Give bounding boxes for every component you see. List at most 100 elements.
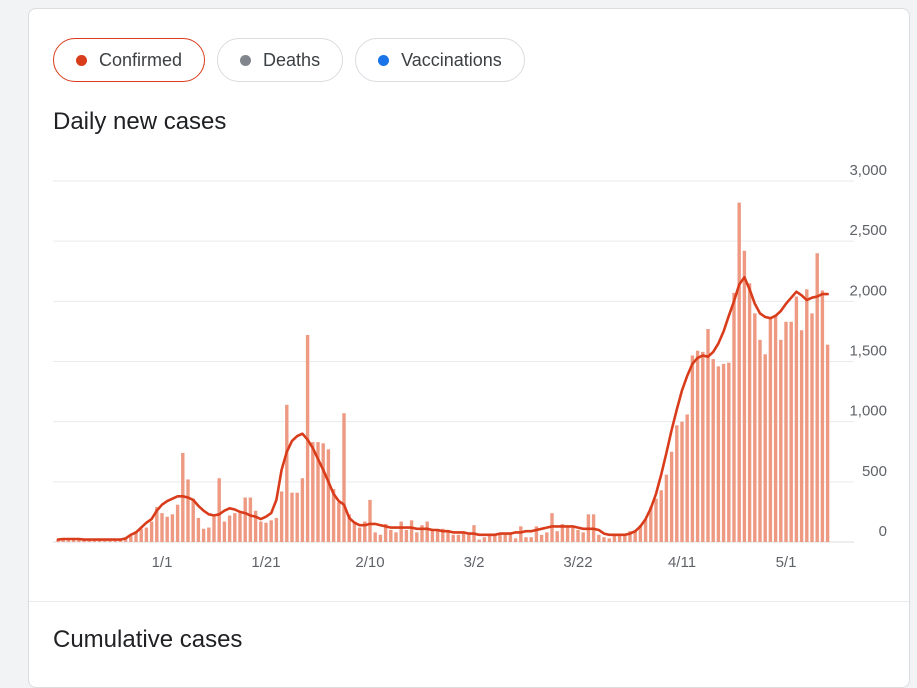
daily-case-bar [742,250,747,542]
daily-case-bar [669,451,674,542]
daily-case-bar [456,534,461,542]
chip-label-confirmed: Confirmed [99,49,183,70]
daily-case-bar [160,513,164,542]
daily-case-bar [259,521,263,542]
chip-vaccinations[interactable]: Vaccinations [355,38,525,82]
cumulative-cases-title: Cumulative cases [53,626,243,653]
daily-case-bar [123,538,128,542]
daily-case-bar [623,534,627,542]
daily-case-bar [503,534,507,542]
daily-case-bar [779,339,783,542]
daily-case-bar [498,534,502,542]
daily-case-bar [820,290,825,542]
daily-case-bar [129,535,133,542]
daily-case-bar [659,490,663,542]
daily-case-bar [295,492,299,542]
daily-case-bar [602,537,606,542]
daily-case-bar [576,529,580,542]
chip-label-vaccinations: Vaccinations [401,49,502,70]
daily-case-bar [264,522,268,542]
daily-case-bar [222,521,227,542]
daily-case-bar [233,513,237,542]
daily-case-bar [617,535,622,542]
daily-case-bar [721,363,726,542]
daily-case-bar [134,531,138,542]
daily-case-bar [144,527,149,542]
x-tick-label: 1/1 [152,554,173,571]
daily-case-bar [508,532,513,542]
daily-case-bar [300,478,305,542]
daily-case-bar [311,442,315,542]
daily-case-bar [175,504,180,542]
daily-case-bar [342,413,346,542]
daily-case-bar [170,514,175,542]
chip-confirmed[interactable]: Confirmed [53,38,206,82]
daily-case-bar [597,534,601,542]
daily-case-bar [66,539,71,542]
daily-case-bar [706,329,710,542]
daily-case-bar [139,528,143,542]
daily-case-bar [477,539,481,542]
daily-case-bar [77,539,81,542]
daily-case-bar [825,344,830,542]
daily-case-bar [71,539,76,542]
daily-case-bar [773,314,778,542]
daily-case-bar [638,525,643,542]
daily-case-bar [695,350,700,542]
daily-case-bar [373,532,377,542]
daily-case-bar [253,510,258,542]
daily-case-bar [487,534,492,542]
daily-case-bar [643,519,648,542]
daily-case-bar [378,534,383,542]
daily-case-bar [446,529,450,542]
x-tick-label: 1/21 [251,554,280,571]
daily-case-bar [519,526,523,542]
daily-cases-chart: 0 500 1,000 1,500 2,000 2,500 3,000 1/1 1/21 2/10… [53,162,887,571]
daily-case-bar [513,538,518,542]
y-tick-label: 500 [862,463,887,480]
daily-case-bar [155,507,159,542]
daily-case-bar [701,351,705,542]
daily-case-bar [633,531,637,542]
daily-case-bar [799,330,804,542]
y-tick-label: 2,500 [849,222,887,239]
daily-case-bar [217,478,221,542]
chip-deaths[interactable]: Deaths [217,38,344,82]
daily-case-bar [555,531,559,542]
daily-case-bar [747,283,752,542]
daily-case-bar [789,321,793,542]
x-tick-label: 2/10 [355,554,384,571]
y-tick-label: 0 [879,523,887,540]
daily-case-bar [451,534,455,542]
daily-case-bar [612,534,617,542]
daily-cases-title: Daily new cases [53,108,227,135]
daily-case-bar [61,539,65,542]
daily-case-bar [524,537,528,542]
daily-case-bar [482,537,487,542]
seven-day-average-line [56,276,829,541]
daily-case-bar [331,489,336,542]
daily-case-bar [269,520,273,542]
daily-case-bar [690,355,695,542]
daily-case-bar [815,253,819,542]
y-tick-label: 1,000 [849,403,887,420]
daily-case-bar [607,538,611,542]
daily-case-bar [461,532,466,542]
daily-case-bar [685,414,689,542]
daily-case-bar [337,502,341,542]
daily-case-bar [399,521,403,542]
daily-case-bar [768,318,773,542]
daily-case-bar [207,527,211,542]
daily-case-bar [347,514,351,542]
daily-case-bar [113,540,117,542]
daily-case-bar [389,529,393,542]
y-tick-label: 2,000 [849,282,887,299]
daily-case-bar [415,532,419,542]
daily-case-bar [664,474,669,542]
daily-case-bar [493,534,497,542]
daily-case-bar [763,354,767,542]
daily-case-bar [279,491,284,542]
daily-case-bar [103,540,107,542]
daily-case-bar [654,498,658,542]
deaths-dot-icon [240,54,252,66]
